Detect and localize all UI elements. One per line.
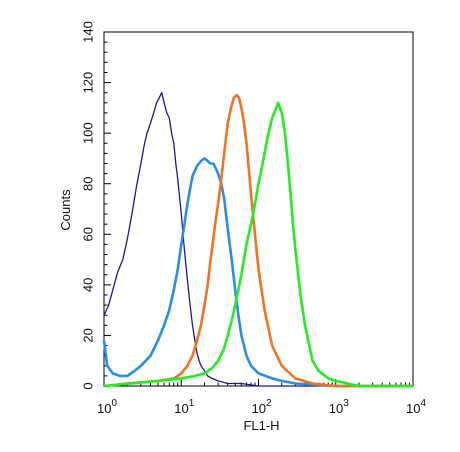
- x-tick-base: 10: [97, 401, 111, 416]
- y-tick-label: 20: [81, 328, 96, 342]
- x-tick-base: 10: [251, 401, 265, 416]
- y-axis-label: Counts: [58, 189, 73, 231]
- y-tick-label: 100: [81, 122, 96, 144]
- axis-ticks: [103, 31, 414, 387]
- x-tick-labels: 100 101 102 103 104: [97, 398, 426, 416]
- plot-frame: [103, 31, 414, 387]
- x-tick-label: 104: [406, 398, 426, 416]
- y-tick-label: 120: [81, 72, 96, 94]
- x-tick-exponent: 0: [111, 398, 117, 409]
- histogram-series: [102, 92, 413, 388]
- histogram-line-1: [103, 92, 413, 387]
- x-tick-label: 101: [174, 398, 194, 416]
- x-tick-exponent: 2: [266, 398, 272, 409]
- x-tick-label: 102: [251, 398, 271, 416]
- x-tick-exponent: 4: [420, 398, 426, 409]
- y-tick-label: 40: [81, 278, 96, 292]
- y-tick-label: 140: [81, 21, 96, 43]
- x-tick-base: 10: [406, 401, 420, 416]
- x-tick-label: 100: [97, 398, 117, 416]
- x-tick-exponent: 1: [189, 398, 195, 409]
- x-tick-label: 103: [329, 398, 349, 416]
- x-tick-base: 10: [329, 401, 343, 416]
- histogram-line-3: [103, 93, 413, 388]
- x-tick-base: 10: [174, 401, 188, 416]
- y-tick-labels: 0 20 40 60 80 100 120 140: [81, 21, 96, 389]
- x-axis-label: FL1-H: [243, 418, 279, 433]
- y-tick-label: 80: [81, 176, 96, 190]
- x-tick-exponent: 3: [343, 398, 349, 409]
- y-tick-label: 0: [81, 382, 96, 389]
- y-tick-label: 60: [81, 227, 96, 241]
- histogram-line-2: [102, 157, 413, 388]
- histogram-line-4: [103, 101, 413, 388]
